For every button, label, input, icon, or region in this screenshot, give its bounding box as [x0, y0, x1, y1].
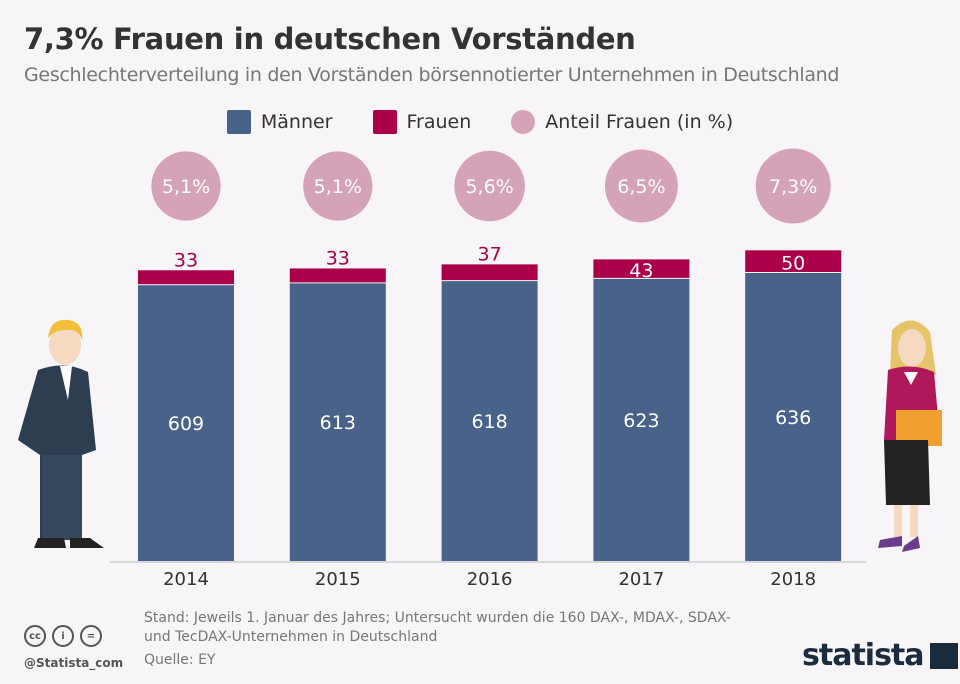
cc-license-icons: cc i =	[24, 625, 102, 647]
bar-frauen	[138, 270, 234, 285]
share-bubble	[303, 151, 373, 221]
legend-label: Anteil Frauen (in %)	[545, 111, 734, 133]
data-label-maenner: 613	[320, 412, 356, 434]
legend-item-anteil: Anteil Frauen (in %)	[511, 110, 733, 134]
logo-text: statista	[802, 638, 925, 673]
data-label-frauen: 37	[478, 243, 502, 265]
share-label: 5,1%	[314, 176, 362, 198]
share-bubble	[755, 148, 831, 224]
share-label: 5,1%	[162, 176, 210, 198]
statista-logo[interactable]: statista	[802, 638, 958, 673]
x-tick-label: 2016	[467, 569, 513, 590]
bar-frauen	[289, 268, 386, 283]
legend-swatch	[226, 110, 251, 134]
x-tick-label: 2017	[618, 569, 664, 590]
share-label: 7,3%	[769, 176, 817, 198]
share-label: 5,6%	[465, 176, 513, 198]
bar-maenner	[138, 285, 234, 561]
man-illustration	[18, 319, 104, 548]
source: Quelle: EY	[144, 652, 216, 668]
no-derivatives-icon: =	[80, 625, 102, 647]
data-label-frauen: 33	[326, 247, 350, 269]
data-label-maenner: 623	[623, 410, 659, 432]
footnote: Stand: Jeweils 1. Januar des Jahres; Unt…	[144, 609, 731, 647]
data-label-maenner: 636	[775, 407, 811, 429]
cc-icon: cc	[24, 625, 46, 647]
attribution-icon: i	[52, 625, 74, 647]
legend-label: Frauen	[406, 111, 472, 133]
bar-frauen	[593, 259, 690, 278]
legend-swatch	[511, 110, 536, 134]
data-label-frauen: 33	[174, 249, 198, 271]
legend-item-frauen: Frauen	[372, 110, 472, 134]
statista-handle[interactable]: @Statista_com	[24, 656, 124, 670]
share-bubble	[604, 149, 678, 223]
footnote-line: und TecDAX-Unternehmen in Deutschland	[144, 629, 438, 645]
legend-swatch	[372, 110, 397, 134]
bar-maenner	[593, 278, 690, 561]
data-label-frauen: 50	[781, 253, 805, 275]
legend: Männer Frauen Anteil Frauen (in %)	[0, 110, 960, 134]
bar-maenner	[745, 272, 842, 561]
footnote-line: Stand: Jeweils 1. Januar des Jahres; Unt…	[144, 610, 731, 626]
data-label-maenner: 618	[471, 411, 507, 433]
legend-item-maenner: Männer	[226, 110, 333, 134]
legend-label: Männer	[260, 111, 333, 133]
chart-title: 7,3% Frauen in deutschen Vorständen	[24, 22, 636, 56]
chart-subtitle: Geschlechterverteilung in den Vorständen…	[24, 64, 840, 86]
x-tick-label: 2018	[770, 569, 816, 590]
bar-frauen	[441, 264, 538, 281]
share-bubble	[151, 151, 221, 221]
bar-maenner	[289, 283, 386, 561]
share-label: 6,5%	[617, 176, 665, 198]
x-tick-label: 2014	[163, 569, 209, 590]
x-tick-label: 2015	[315, 569, 361, 590]
woman-illustration	[878, 320, 942, 552]
share-bubble	[454, 150, 525, 222]
bar-frauen	[745, 250, 842, 272]
data-label-frauen: 43	[629, 260, 653, 282]
logo-mark-icon	[929, 642, 958, 669]
data-label-maenner: 609	[168, 413, 204, 435]
bar-maenner	[441, 281, 538, 561]
